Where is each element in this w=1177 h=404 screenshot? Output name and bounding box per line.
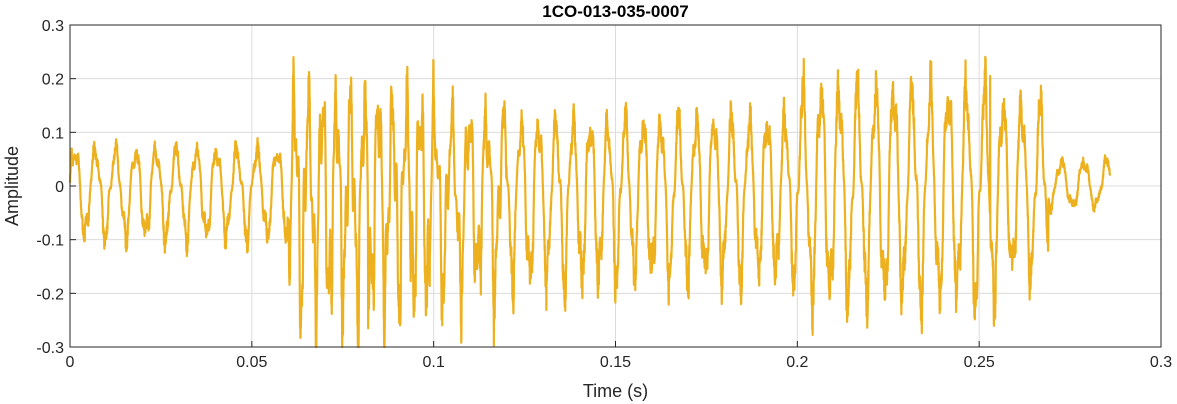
y-tick-label-0: -0.3: [36, 340, 64, 357]
x-tick-label-2: 0.1: [423, 354, 445, 371]
x-axis-label: Time (s): [583, 381, 648, 401]
x-tick-label-0: 0: [66, 354, 75, 371]
x-tick-label-1: 0.05: [236, 354, 267, 371]
y-tick-label-6: 0.3: [42, 18, 64, 35]
y-tick-label-5: 0.2: [42, 72, 64, 89]
y-tick-label-2: -0.1: [36, 233, 64, 250]
x-tick-label-6: 0.3: [1150, 354, 1172, 371]
y-tick-label-3: 0: [55, 179, 64, 196]
y-tick-label-4: 0.1: [42, 125, 64, 142]
x-tick-label-4: 0.2: [786, 354, 808, 371]
x-axis: 0 0.05 0.1 0.15 0.2 0.25 0.3: [66, 341, 1172, 371]
chart-title: 1CO-013-035-0007: [542, 2, 688, 21]
signal-line: [68, 55, 1112, 349]
plot-area: [68, 55, 1112, 349]
y-tick-label-1: -0.2: [36, 286, 64, 303]
y-axis-label: Amplitude: [2, 146, 22, 226]
x-tick-label-5: 0.25: [964, 354, 995, 371]
y-axis: -0.3 -0.2 -0.1 0 0.1 0.2 0.3: [36, 18, 76, 357]
x-tick-label-3: 0.15: [600, 354, 631, 371]
